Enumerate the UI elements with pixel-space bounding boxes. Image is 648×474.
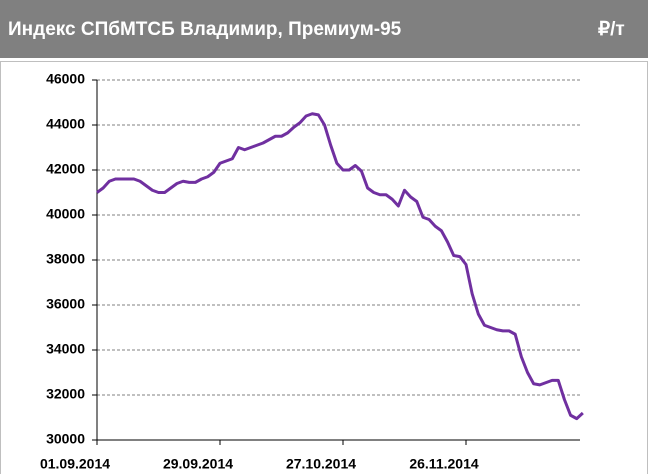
y-tick-label: 34000: [46, 341, 85, 357]
chart-title: Индекс СПбМТСБ Владимир, Премиум-95: [8, 19, 402, 40]
y-tick-label: 40000: [46, 206, 85, 222]
x-tick-label: 27.10.2014: [286, 456, 356, 472]
y-tick-label: 46000: [46, 71, 85, 87]
y-tick-label: 32000: [46, 386, 85, 402]
series-line: [96, 112, 584, 421]
y-tick-label: 36000: [46, 296, 85, 312]
header-bar: [0, 0, 648, 58]
x-tick-label: 26.11.2014: [409, 456, 479, 472]
x-tick-label: 01.09.2014: [40, 456, 110, 472]
y-tick-label: 30000: [46, 431, 85, 447]
y-tick-label: 42000: [46, 161, 85, 177]
y-tick-label: 38000: [46, 251, 85, 267]
unit-label: ₽/т: [598, 19, 625, 40]
y-tick-label: 44000: [46, 116, 85, 132]
x-tick-label: 29.09.2014: [163, 456, 233, 472]
